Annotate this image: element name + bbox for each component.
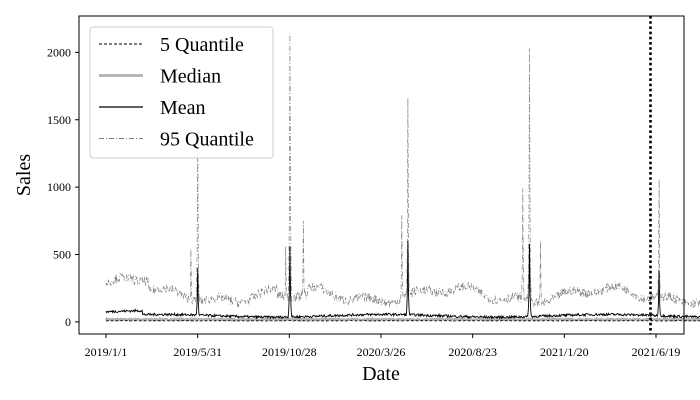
x-axis-ticks: 2019/1/1 2019/5/31 2019/10/28 2020/3/26 2020…	[85, 334, 681, 359]
legend-label: 95 Quantile	[160, 129, 254, 151]
legend: 5 Quantile Median Mean 95 Quantile	[89, 26, 274, 159]
plot-lines	[105, 33, 700, 323]
x-tick-label: 2021/6/19	[632, 345, 681, 359]
legend-box	[89, 26, 274, 159]
y-tick-label: 500	[53, 248, 71, 262]
y-tick-label: 0	[65, 315, 71, 329]
x-tick-label: 2019/5/31	[173, 345, 222, 359]
y-axis-ticks: 0 500 1000 1500 2000	[47, 45, 79, 329]
x-axis-title: Date	[362, 363, 400, 385]
series-line-95-quantile	[105, 33, 700, 308]
legend-label: Median	[160, 66, 221, 88]
x-tick-label: 2021/1/20	[540, 345, 589, 359]
y-axis-title: Sales	[13, 154, 35, 196]
legend-label: Mean	[160, 97, 206, 119]
series-line-5-quantile	[105, 319, 700, 322]
x-tick-label: 2019/1/1	[85, 345, 128, 359]
y-tick-label: 1500	[47, 113, 71, 127]
x-tick-label: 2019/10/28	[262, 345, 317, 359]
series-line-mean	[105, 240, 700, 320]
y-tick-label: 1000	[47, 180, 71, 194]
x-tick-label: 2020/8/23	[448, 345, 497, 359]
x-tick-label: 2020/3/26	[357, 345, 406, 359]
legend-label: 5 Quantile	[160, 34, 244, 56]
series-line-median	[105, 316, 700, 323]
y-tick-label: 2000	[47, 45, 71, 59]
